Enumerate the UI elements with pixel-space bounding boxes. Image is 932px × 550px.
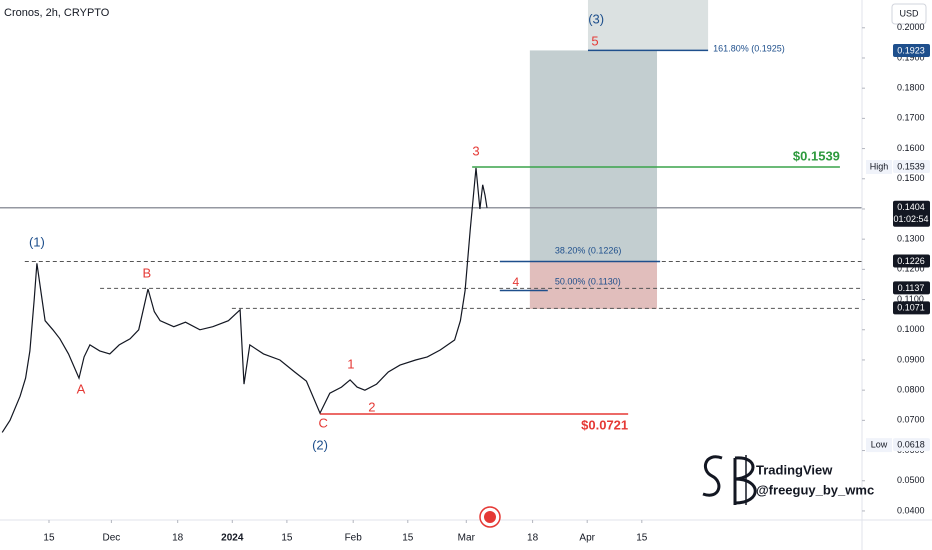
x-tick-label: Dec	[102, 533, 120, 544]
y-tick-label: 0.2000	[897, 22, 925, 32]
x-tick-label: 2024	[221, 533, 244, 544]
annotation: 4	[512, 275, 519, 289]
y-tick-label: 0.0700	[897, 415, 925, 425]
marker-tag: Low	[871, 439, 888, 449]
annotation: 161.80% (0.1925)	[713, 44, 785, 54]
price-marker	[893, 281, 930, 295]
price-marker-label: 0.1226	[897, 256, 925, 266]
x-tick-label: 15	[636, 533, 648, 544]
currency: USD	[899, 8, 919, 18]
y-tick-label: 0.1700	[897, 113, 925, 123]
annotation: 1	[347, 357, 354, 372]
annotation: (1)	[29, 235, 45, 250]
marker-tag-box	[866, 159, 892, 174]
annotation: A	[77, 382, 86, 397]
price-marker-label: 0.1137	[898, 283, 925, 293]
annotation: $0.0721	[581, 418, 628, 433]
annotation: 50.00% (0.1130)	[555, 276, 621, 286]
plot-area: (1) A B C (2) 1 2 3 4 5 (3) 161.80% (0.1925) 38.20% …	[0, 0, 862, 452]
y-tick-label: 0.1100	[897, 294, 924, 304]
price-marker	[893, 44, 930, 58]
x-tick-label: Apr	[579, 533, 595, 544]
marker-tag-box	[866, 438, 892, 453]
marker-tag: High	[870, 161, 889, 171]
price-marker	[893, 438, 930, 452]
annotation: $0.1539	[793, 148, 840, 163]
annotation: 2	[368, 399, 375, 414]
x-tick-label: 18	[172, 533, 184, 544]
price-marker	[893, 200, 930, 227]
annotation: B	[143, 265, 152, 280]
currency-box[interactable]	[891, 3, 927, 25]
zone	[529, 261, 658, 309]
y-tick-label: 0.1900	[897, 52, 925, 62]
bottom-icon[interactable]	[479, 506, 501, 528]
price-marker-label: 0.1071	[897, 303, 925, 313]
y-tick-label: 0.1200	[897, 264, 925, 274]
annotation: (3)	[588, 11, 604, 26]
y-tick-label: 0.1600	[897, 143, 925, 153]
zone	[587, 0, 709, 51]
price-marker-label: 0.1923	[897, 45, 925, 55]
price-marker-label: 0.1539	[897, 161, 925, 171]
x-tick-label: 15	[281, 533, 293, 544]
price-marker-label: 0.0618	[897, 439, 925, 449]
y-tick-label: 0.0800	[897, 385, 925, 395]
y-tick-label: 0.1800	[897, 83, 925, 93]
x-tick-label: 15	[43, 533, 55, 544]
brand: TradingView	[756, 462, 833, 477]
chart-title: Cronos, 2h, CRYPTO	[4, 7, 110, 19]
logo	[702, 455, 757, 505]
y-tick-label: 0.0900	[897, 354, 925, 364]
icon-core	[484, 511, 496, 523]
price-marker	[893, 301, 930, 315]
x-tick-label: Mar	[458, 533, 476, 544]
price-line	[1, 167, 488, 433]
price-marker	[893, 254, 930, 268]
zone	[529, 50, 658, 262]
annotation: 5	[591, 33, 598, 48]
price-marker	[893, 159, 930, 173]
annotation: 38.20% (0.1226)	[555, 245, 622, 255]
x-tick-label: 18	[527, 533, 539, 544]
price-marker-label: 0.1404	[897, 202, 925, 212]
annotation: 3	[472, 143, 479, 158]
y-tick-label: 0.0500	[897, 475, 925, 485]
watermark: TradingView @freeguy_by_wmc	[702, 455, 874, 505]
y-tick-label: 0.0400	[897, 505, 925, 515]
annotation: C	[318, 415, 327, 430]
handle: @freeguy_by_wmc	[756, 482, 874, 497]
y-tick-label: 0.1000	[897, 324, 925, 334]
annotation: (2)	[312, 437, 328, 452]
countdown: 01:02:54	[893, 214, 928, 224]
x-tick-label: Feb	[345, 533, 363, 544]
x-tick-label: 15	[402, 533, 414, 544]
y-tick-label: 0.1300	[897, 234, 925, 244]
y-tick-label: 0.1500	[897, 173, 925, 183]
